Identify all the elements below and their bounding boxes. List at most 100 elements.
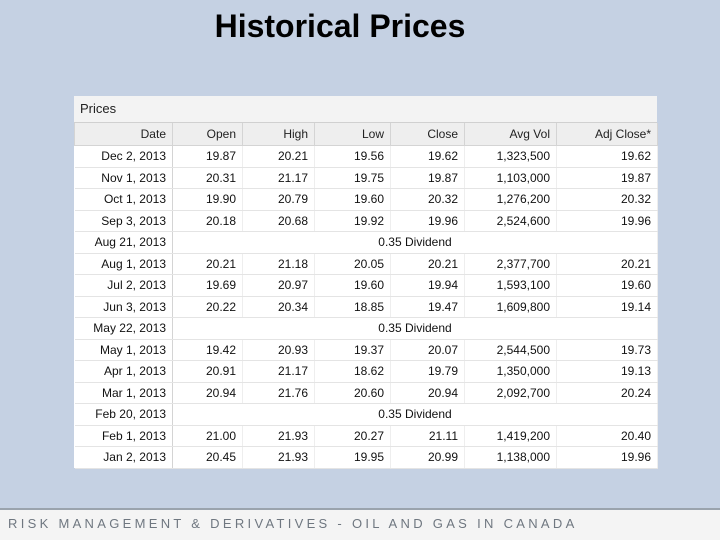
cell-close: 21.11 [390,425,465,447]
slide-title: Historical Prices [214,8,466,44]
table-row: Mar 1, 2013 20.94 21.76 20.60 20.94 2,092,700… [74,382,658,404]
cell-close: 20.07 [390,339,465,361]
cell-date: Mar 1, 2013 [74,382,173,404]
cell-low: 19.60 [314,274,391,297]
cell-high: 21.18 [242,253,315,275]
cell-avg-vol: 2,544,500 [464,339,557,361]
dividend-row: May 22, 2013 0.35 Dividend [74,317,658,340]
cell-low: 20.60 [314,382,391,404]
prices-panel: Prices Date Open High Low Close Avg Vol … [74,96,658,469]
column-header-date[interactable]: Date [74,123,173,146]
cell-close: 19.96 [390,210,465,232]
cell-avg-vol: 1,138,000 [464,446,557,469]
cell-close: 20.94 [390,382,465,404]
cell-adj-close: 19.14 [556,296,658,318]
cell-adj-close: 19.96 [556,210,658,232]
dividend-row: Aug 21, 2013 0.35 Dividend [74,231,658,254]
cell-open: 20.21 [172,253,243,275]
cell-date: Oct 1, 2013 [74,188,173,211]
cell-date: Sep 3, 2013 [74,210,173,232]
cell-high: 20.21 [242,145,315,168]
cell-avg-vol: 2,524,600 [464,210,557,232]
cell-open: 20.94 [172,382,243,404]
cell-high: 21.93 [242,446,315,469]
cell-adj-close: 20.40 [556,425,658,447]
cell-high: 21.76 [242,382,315,404]
prices-table: Date Open High Low Close Avg Vol Adj Clo… [74,123,658,469]
cell-dividend: 0.35 Dividend [172,403,658,426]
cell-date: Feb 20, 2013 [74,403,173,426]
table-row: May 1, 2013 19.42 20.93 19.37 20.07 2,544,500… [74,339,658,361]
cell-adj-close: 20.24 [556,382,658,404]
cell-date: May 1, 2013 [74,339,173,361]
cell-close: 19.94 [390,274,465,297]
cell-open: 20.31 [172,167,243,189]
cell-adj-close: 20.32 [556,188,658,211]
table-row: Dec 2, 2013 19.87 20.21 19.56 19.62 1,323,500… [74,145,658,168]
cell-avg-vol: 2,092,700 [464,382,557,404]
cell-date: Aug 1, 2013 [74,253,173,275]
table-row: Nov 1, 2013 20.31 21.17 19.75 19.87 1,103,000… [74,167,658,189]
cell-date: Aug 21, 2013 [74,231,173,254]
column-header-adj-close[interactable]: Adj Close* [556,123,658,146]
cell-close: 19.62 [390,145,465,168]
column-header-open[interactable]: Open [172,123,243,146]
cell-low: 19.92 [314,210,391,232]
cell-avg-vol: 1,323,500 [464,145,557,168]
cell-avg-vol: 1,276,200 [464,188,557,211]
cell-open: 20.18 [172,210,243,232]
column-header-low[interactable]: Low [314,123,391,146]
cell-low: 18.85 [314,296,391,318]
cell-high: 21.17 [242,360,315,383]
cell-high: 21.93 [242,425,315,447]
footer-text: RISK MANAGEMENT & DERIVATIVES - OIL AND … [8,516,578,531]
table-row: Oct 1, 2013 19.90 20.79 19.60 20.32 1,276,200… [74,188,658,211]
cell-dividend: 0.35 Dividend [172,231,658,254]
cell-adj-close: 19.96 [556,446,658,469]
cell-date: Jun 3, 2013 [74,296,173,318]
table-row: Aug 1, 2013 20.21 21.18 20.05 20.21 2,377,700… [74,253,658,275]
cell-adj-close: 20.21 [556,253,658,275]
table-row: Jul 2, 2013 19.69 20.97 19.60 19.94 1,593,100… [74,274,658,297]
cell-avg-vol: 1,593,100 [464,274,557,297]
cell-close: 19.87 [390,167,465,189]
table-body: Dec 2, 2013 19.87 20.21 19.56 19.62 1,323,500… [74,145,658,469]
table-row: Feb 1, 2013 21.00 21.93 20.27 21.11 1,419,200… [74,425,658,447]
cell-open: 20.22 [172,296,243,318]
cell-open: 21.00 [172,425,243,447]
cell-date: Nov 1, 2013 [74,167,173,189]
cell-close: 20.21 [390,253,465,275]
column-header-avg-vol[interactable]: Avg Vol [464,123,557,146]
cell-low: 19.37 [314,339,391,361]
cell-low: 19.75 [314,167,391,189]
cell-high: 21.17 [242,167,315,189]
cell-close: 20.32 [390,188,465,211]
cell-avg-vol: 1,609,800 [464,296,557,318]
cell-close: 19.79 [390,360,465,383]
cell-dividend: 0.35 Dividend [172,317,658,340]
column-header-high[interactable]: High [242,123,315,146]
cell-high: 20.97 [242,274,315,297]
cell-close: 19.47 [390,296,465,318]
cell-low: 20.05 [314,253,391,275]
cell-avg-vol: 1,419,200 [464,425,557,447]
cell-open: 20.91 [172,360,243,383]
cell-date: Jul 2, 2013 [74,274,173,297]
cell-close: 20.99 [390,446,465,469]
cell-date: Dec 2, 2013 [74,145,173,168]
cell-date: May 22, 2013 [74,317,173,340]
cell-open: 20.45 [172,446,243,469]
cell-low: 19.60 [314,188,391,211]
cell-open: 19.87 [172,145,243,168]
cell-date: Feb 1, 2013 [74,425,173,447]
cell-avg-vol: 1,103,000 [464,167,557,189]
cell-date: Jan 2, 2013 [74,446,173,469]
cell-high: 20.79 [242,188,315,211]
cell-adj-close: 19.13 [556,360,658,383]
table-row: Sep 3, 2013 20.18 20.68 19.92 19.96 2,524,600… [74,210,658,232]
cell-adj-close: 19.87 [556,167,658,189]
cell-low: 19.95 [314,446,391,469]
table-row: Apr 1, 2013 20.91 21.17 18.62 19.79 1,350,000… [74,360,658,383]
footer-band: RISK MANAGEMENT & DERIVATIVES - OIL AND … [0,508,720,540]
column-header-close[interactable]: Close [390,123,465,146]
